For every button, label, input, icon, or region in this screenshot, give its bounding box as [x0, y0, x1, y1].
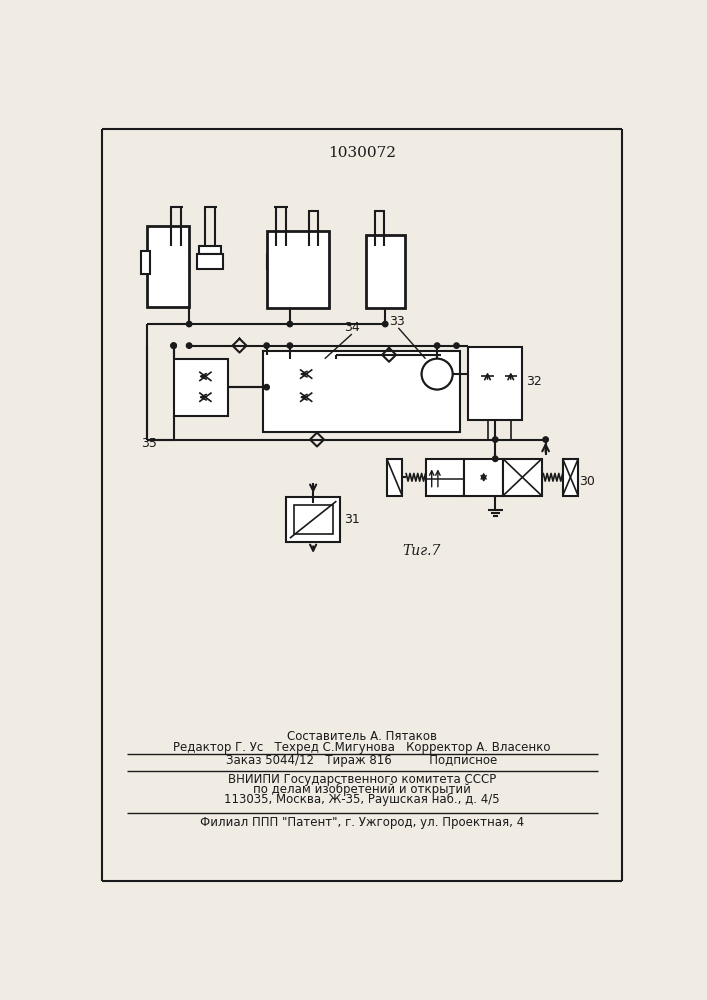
Bar — [263, 351, 460, 432]
Bar — [174, 359, 228, 416]
Text: 34: 34 — [344, 321, 360, 334]
Bar — [468, 347, 522, 420]
Bar — [426, 459, 464, 496]
Bar — [267, 254, 293, 269]
Bar — [197, 254, 223, 269]
Text: 35: 35 — [141, 437, 156, 450]
Bar — [370, 246, 388, 254]
Text: 113035, Москва, Ж-35, Раушская наб., д. 4/5: 113035, Москва, Ж-35, Раушская наб., д. … — [224, 793, 500, 806]
Circle shape — [171, 343, 176, 348]
Text: 1030072: 1030072 — [328, 146, 396, 160]
Bar — [293, 505, 332, 534]
Circle shape — [264, 384, 269, 390]
Bar — [267, 231, 329, 308]
Bar — [464, 459, 503, 496]
Circle shape — [171, 343, 176, 348]
Circle shape — [287, 343, 293, 348]
Circle shape — [382, 321, 388, 327]
Circle shape — [493, 437, 498, 442]
Text: Τиг.7: Τиг.7 — [402, 544, 440, 558]
Text: Филиал ППП "Патент", г. Ужгород, ул. Проектная, 4: Филиал ППП "Патент", г. Ужгород, ул. Про… — [200, 816, 524, 829]
Circle shape — [421, 359, 452, 389]
Text: 33: 33 — [389, 315, 404, 328]
Bar — [165, 246, 187, 254]
Bar — [146, 226, 189, 307]
Text: по делам изобретений и открытий: по делам изобретений и открытий — [253, 783, 471, 796]
Bar — [368, 254, 391, 268]
Circle shape — [421, 359, 452, 389]
Bar — [163, 254, 189, 269]
Bar — [503, 459, 542, 496]
Bar — [563, 459, 578, 496]
Bar — [387, 459, 402, 496]
Circle shape — [454, 343, 460, 348]
Text: 32: 32 — [526, 375, 542, 388]
Bar — [270, 246, 291, 254]
Circle shape — [287, 321, 293, 327]
Bar — [141, 251, 151, 274]
Circle shape — [543, 437, 549, 442]
Bar — [199, 246, 221, 254]
Text: Составитель А. Пятаков: Составитель А. Пятаков — [287, 730, 437, 742]
Text: Редактор Г. Ус   Техред С.Мигунова   Корректор А. Власенко: Редактор Г. Ус Техред С.Мигунова Коррект… — [173, 741, 551, 754]
Circle shape — [264, 343, 269, 348]
Circle shape — [187, 343, 192, 348]
Text: ВНИИПИ Государственного комитета СССР: ВНИИПИ Государственного комитета СССР — [228, 773, 496, 786]
Bar — [366, 235, 404, 308]
Text: 30: 30 — [579, 475, 595, 488]
Bar — [304, 246, 322, 254]
Circle shape — [434, 343, 440, 348]
Bar — [267, 355, 337, 424]
Circle shape — [187, 321, 192, 327]
Text: 31: 31 — [344, 513, 360, 526]
Bar — [286, 497, 340, 542]
Text: Заказ 5044/12   Тираж 816          Подписное: Заказ 5044/12 Тираж 816 Подписное — [226, 754, 498, 767]
Bar — [301, 254, 325, 268]
Circle shape — [493, 456, 498, 461]
